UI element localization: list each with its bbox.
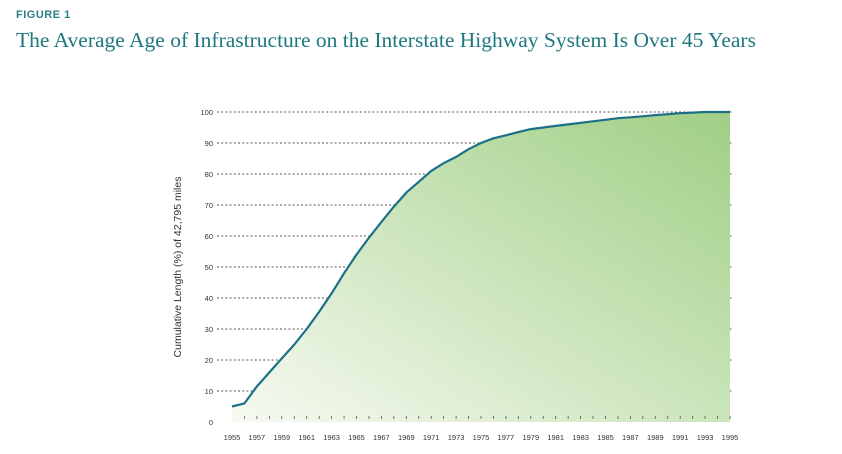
y-tick-label: 20 [205,356,213,365]
x-axis-ticks: 1955 1957 1959 1961 1963 1965 1967 1969 1971 1973… [224,416,739,442]
x-tick-label: 1959 [273,433,290,442]
y-tick-label: 30 [205,325,213,334]
x-tick-label: 1981 [547,433,564,442]
figure-title: The Average Age of Infrastructure on the… [16,28,756,52]
y-tick-label: 80 [205,170,213,179]
x-tick-label: 1993 [697,433,714,442]
x-tick-label: 1973 [448,433,465,442]
x-tick-label: 1965 [348,433,365,442]
x-tick-label: 1971 [423,433,440,442]
y-tick-label: 0 [209,418,213,427]
series-line [231,110,730,408]
y-tick-label: 40 [205,294,213,303]
y-axis-ticks: 0 10 20 30 40 50 60 70 80 90 100 [200,108,213,427]
x-tick-label: 1969 [398,433,415,442]
x-tick-label: 1963 [323,433,340,442]
y-tick-label: 60 [205,232,213,241]
x-tick-label: 1987 [622,433,639,442]
x-tick-label: 1955 [224,433,241,442]
x-tick-label: 1957 [249,433,266,442]
x-tick-label: 1961 [298,433,315,442]
y-axis-label: Cumulative Length (%) of 42,795 miles [172,177,184,358]
x-tick-label: 1975 [473,433,490,442]
y-tick-label: 10 [205,387,213,396]
x-tick-label: 1983 [572,433,589,442]
x-tick-label: 1977 [498,433,515,442]
x-tick-label: 1985 [597,433,614,442]
figure-label: FIGURE 1 [16,9,71,21]
x-tick-label: 1967 [373,433,390,442]
y-tick-label: 50 [205,263,213,272]
y-tick-label: 70 [205,201,213,210]
x-tick-label: 1995 [722,433,739,442]
area-fill [232,112,730,422]
y-tick-label: 90 [205,139,213,148]
x-tick-label: 1991 [672,433,689,442]
x-tick-label: 1989 [647,433,664,442]
y-tick-label: 100 [200,108,213,117]
x-tick-label: 1979 [522,433,539,442]
area-series [231,110,730,422]
